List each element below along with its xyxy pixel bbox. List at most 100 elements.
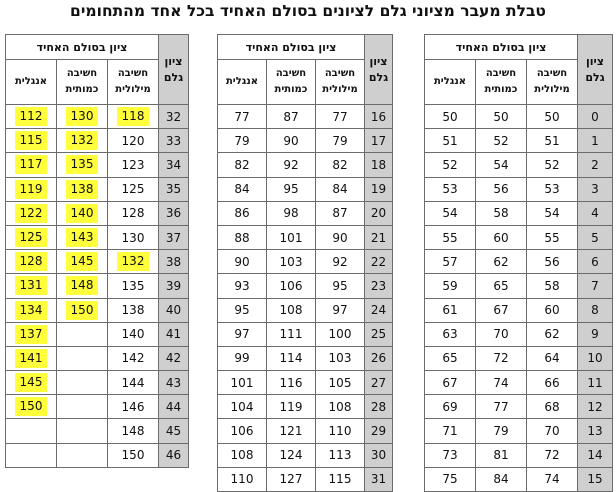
raw-score-cell: 23	[364, 273, 393, 299]
raw-score-cell: 14	[577, 442, 613, 468]
english-score-cell: 63	[424, 321, 476, 347]
uniform-scale-header: ציון בסולם האחיד	[424, 34, 578, 60]
english-score-cell: 59	[424, 273, 476, 299]
english-score-cell	[5, 442, 57, 468]
table-row: 28 108 119 104	[217, 394, 393, 420]
english-score-cell: 82	[217, 152, 267, 178]
highlighted-score: 131	[15, 276, 47, 296]
english-score-cell: 75	[424, 466, 476, 492]
verbal-score-cell: 82	[315, 152, 365, 178]
verbal-score-cell: 144	[107, 370, 159, 396]
raw-score-cell: 16	[364, 103, 393, 130]
page-title: טבלת מעבר מציוני גלם לציונים בסולם האחיד…	[70, 2, 546, 20]
raw-score-cell: 24	[364, 297, 393, 323]
conversion-table-32-46: ציון גלם ציון בסולם האחיד חשיבה מילולית …	[5, 34, 189, 468]
english-score-cell: 131	[5, 273, 57, 299]
verbal-score-cell: 54	[526, 200, 578, 226]
table-row: 3 53 56 53	[424, 176, 613, 202]
verbal-score-cell: 130	[107, 224, 159, 251]
table-row: 45 148	[5, 418, 189, 444]
verbal-score-cell: 55	[526, 224, 578, 251]
english-score-cell: 108	[217, 442, 267, 468]
raw-score-cell: 38	[158, 249, 189, 275]
highlighted-score: 130	[66, 107, 98, 127]
raw-score-cell: 18	[364, 152, 393, 178]
quant-score-cell: 95	[266, 176, 316, 202]
raw-score-cell: 30	[364, 442, 393, 468]
raw-score-cell: 1	[577, 128, 613, 154]
english-score-cell: 122	[5, 200, 57, 226]
table-row: 21 90 101 88	[217, 224, 393, 251]
quant-score-cell: 65	[475, 273, 527, 299]
highlighted-score: 141	[15, 348, 47, 368]
quant-score-cell: 72	[475, 345, 527, 372]
english-score-cell: 106	[217, 418, 267, 444]
raw-score-cell: 3	[577, 176, 613, 202]
quant-score-cell: 132	[56, 128, 108, 154]
quant-score-cell	[56, 321, 108, 347]
quant-header: חשיבה כמותית	[266, 59, 316, 105]
verbal-score-cell: 50	[526, 103, 578, 130]
english-score-cell: 137	[5, 321, 57, 347]
verbal-header: חשיבה מילולית	[107, 59, 159, 105]
verbal-score-cell: 128	[107, 200, 159, 226]
english-score-cell: 54	[424, 200, 476, 226]
quant-score-cell: 98	[266, 200, 316, 226]
raw-score-cell: 34	[158, 152, 189, 178]
table-row: 11 66 74 67	[424, 370, 613, 396]
english-score-cell: 52	[424, 152, 476, 178]
highlighted-score: 134	[15, 300, 47, 320]
table-row: 20 87 98 86	[217, 200, 393, 226]
table-row: 4 54 58 54	[424, 200, 613, 226]
raw-score-cell: 39	[158, 273, 189, 299]
quant-score-cell: 140	[56, 200, 108, 226]
quant-score-cell: 143	[56, 224, 108, 251]
verbal-score-cell: 100	[315, 321, 365, 347]
table-row: 30 113 124 108	[217, 442, 393, 468]
english-score-cell: 71	[424, 418, 476, 444]
verbal-score-cell: 56	[526, 249, 578, 275]
verbal-score-cell: 95	[315, 273, 365, 299]
english-score-cell: 150	[5, 394, 57, 420]
english-score-cell: 57	[424, 249, 476, 275]
quant-score-cell: 127	[266, 466, 316, 492]
highlighted-score: 138	[66, 179, 98, 199]
table-row: 6 56 62 57	[424, 249, 613, 275]
raw-score-cell: 19	[364, 176, 393, 202]
table-row: 41 140 137	[5, 321, 189, 347]
verbal-score-cell: 115	[315, 466, 365, 492]
raw-score-cell: 29	[364, 418, 393, 444]
quant-score-cell: 84	[475, 466, 527, 492]
quant-score-cell: 138	[56, 176, 108, 202]
english-score-cell: 110	[217, 466, 267, 492]
quant-score-cell: 87	[266, 103, 316, 130]
english-score-cell: 145	[5, 370, 57, 396]
verbal-score-cell: 68	[526, 394, 578, 420]
english-score-cell: 104	[217, 394, 267, 420]
quant-score-cell: 70	[475, 321, 527, 347]
raw-score-cell: 20	[364, 200, 393, 226]
raw-score-cell: 33	[158, 128, 189, 154]
verbal-score-cell: 70	[526, 418, 578, 444]
english-score-cell: 99	[217, 345, 267, 372]
english-score-cell: 115	[5, 128, 57, 154]
table-row: 13 70 79 71	[424, 418, 613, 444]
raw-score-cell: 4	[577, 200, 613, 226]
table-row: 10 64 72 65	[424, 345, 613, 372]
english-score-cell: 65	[424, 345, 476, 372]
table-row: 26 103 114 99	[217, 345, 393, 372]
quant-score-cell: 60	[475, 224, 527, 251]
raw-score-cell: 12	[577, 394, 613, 420]
quant-score-cell	[56, 370, 108, 396]
english-score-cell: 112	[5, 103, 57, 130]
english-header: אנגלית	[424, 59, 476, 105]
quant-score-cell	[56, 418, 108, 444]
quant-score-cell: 79	[475, 418, 527, 444]
english-score-cell	[5, 418, 57, 444]
raw-score-cell: 10	[577, 345, 613, 372]
table-row: 29 110 121 106	[217, 418, 393, 444]
table-row: 9 62 70 63	[424, 321, 613, 347]
highlighted-score: 118	[117, 107, 149, 127]
quant-score-cell	[56, 394, 108, 420]
quant-score-cell: 50	[475, 103, 527, 130]
